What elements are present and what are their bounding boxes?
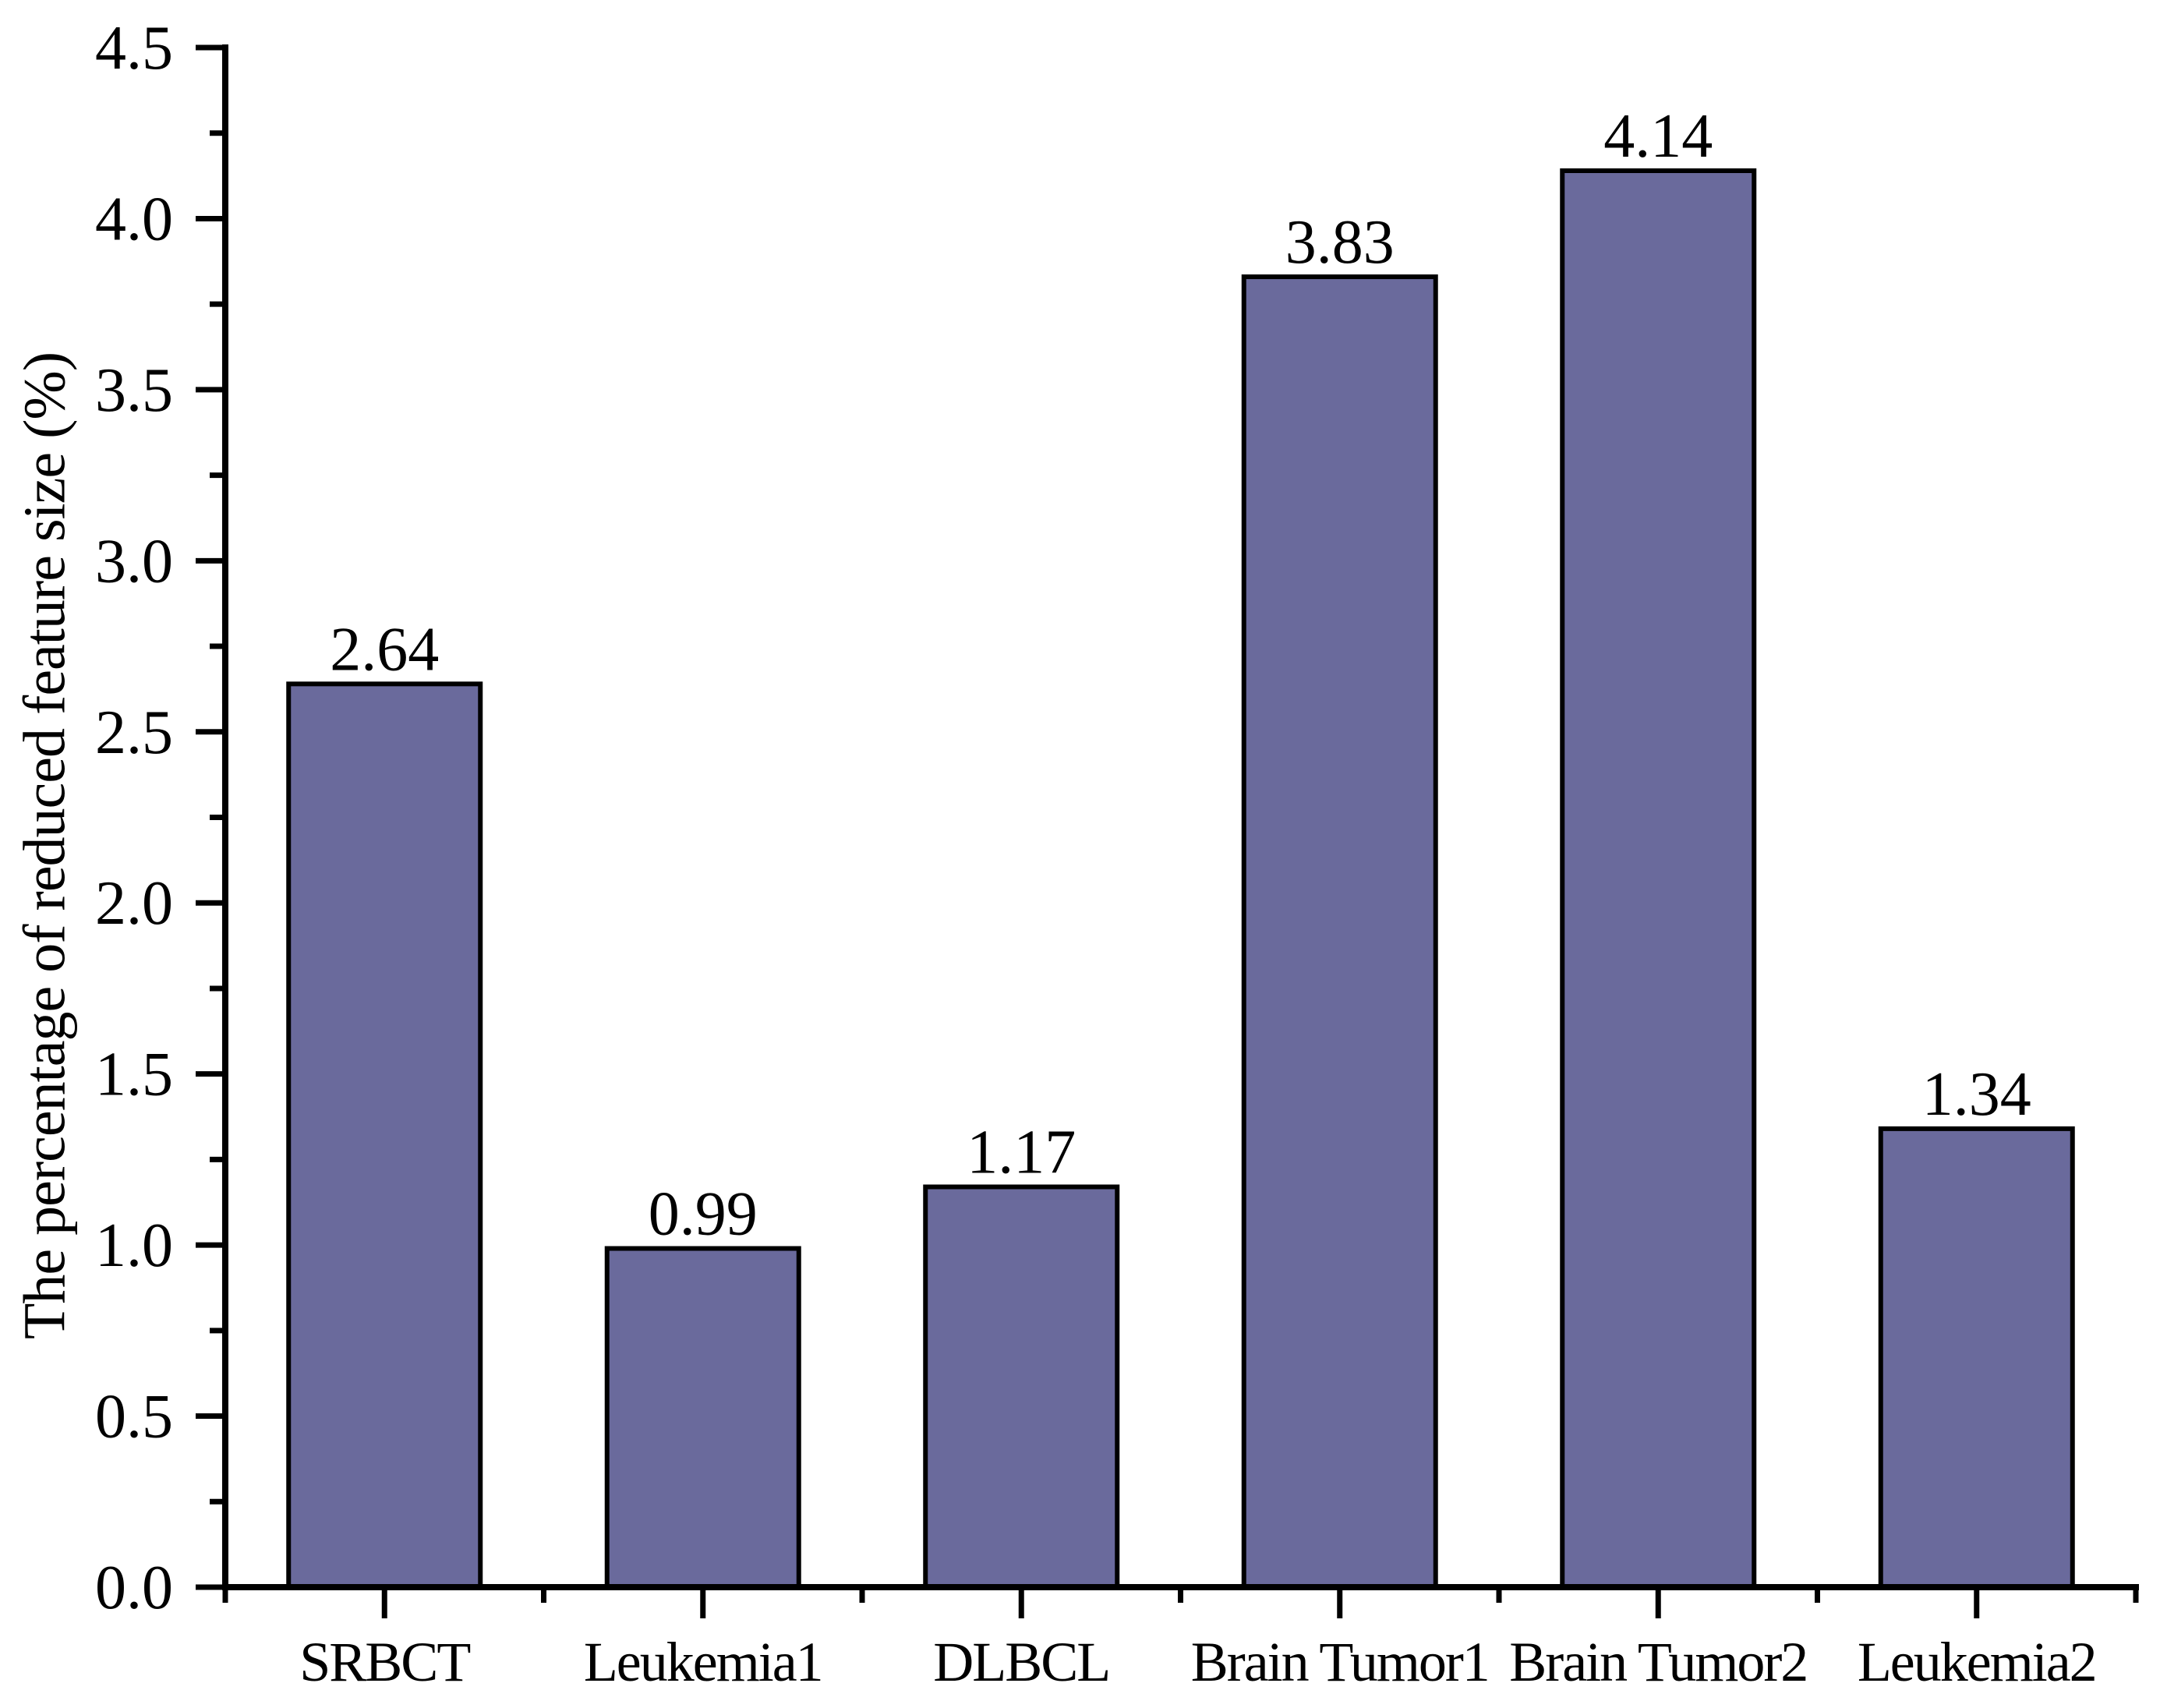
x-category-label-leukemia2: Leukemia2: [1858, 1631, 2096, 1693]
y-axis-title: The percentage of reduced feature size (…: [12, 352, 78, 1340]
bar-value-label-leukemia2: 1.34: [1922, 1060, 2031, 1129]
x-category-label-brain-tumor1: Brain Tumor1: [1191, 1631, 1489, 1693]
bar-value-label-dlbcl: 1.17: [967, 1119, 1076, 1187]
y-tick-label-3.5: 3.5: [95, 356, 173, 425]
x-category-label-dlbcl: DLBCL: [933, 1631, 1109, 1693]
bar-value-label-srbct: 2.64: [330, 615, 439, 684]
x-category-label-brain-tumor2: Brain Tumor2: [1509, 1631, 1807, 1693]
bar-srbct: [286, 681, 483, 1590]
bar-brain-tumor1: [1241, 274, 1438, 1590]
bar-value-label-brain-tumor2: 4.14: [1603, 102, 1713, 171]
bar-dlbcl: [923, 1184, 1120, 1590]
y-tick-label-1.5: 1.5: [95, 1041, 173, 1109]
y-tick-label-4.5: 4.5: [95, 14, 173, 83]
bar-brain-tumor2: [1560, 168, 1757, 1590]
x-category-label-leukemia1: Leukemia1: [584, 1631, 822, 1693]
y-tick-label-0.0: 0.0: [95, 1554, 173, 1622]
bar-value-label-brain-tumor1: 3.83: [1285, 208, 1395, 277]
y-tick-label-4.0: 4.0: [95, 185, 173, 253]
bar-value-label-leukemia1: 0.99: [649, 1180, 758, 1249]
bar-leukemia1: [604, 1246, 801, 1590]
y-tick-label-1.0: 1.0: [95, 1211, 173, 1280]
bar-leukemia2: [1878, 1126, 2075, 1590]
y-tick-label-0.5: 0.5: [95, 1383, 173, 1452]
y-tick-label-2.0: 2.0: [95, 869, 173, 938]
y-tick-label-3.0: 3.0: [95, 527, 173, 596]
y-tick-label-2.5: 2.5: [95, 698, 173, 767]
x-category-label-srbct: SRBCT: [299, 1631, 470, 1693]
